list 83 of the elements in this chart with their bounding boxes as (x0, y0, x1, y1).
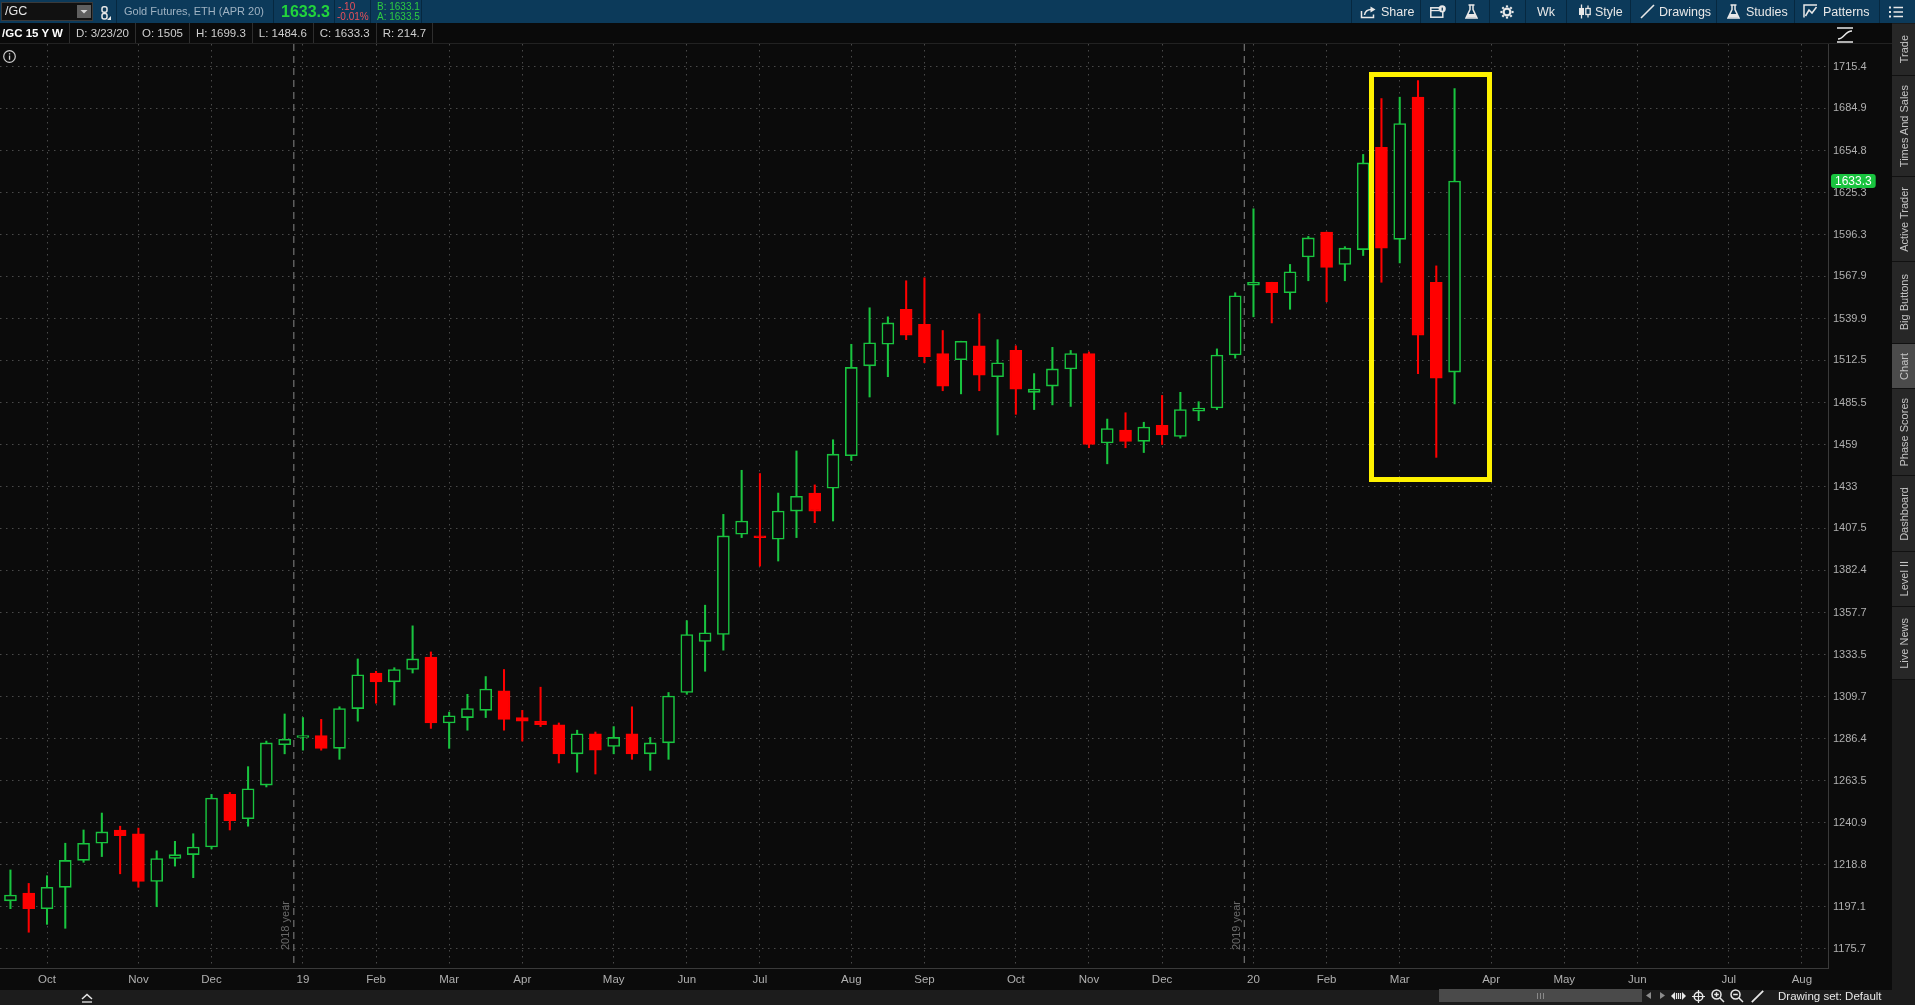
y-tick-label: 1286.4 (1833, 731, 1867, 744)
y-tick-label: 1197.1 (1833, 899, 1866, 912)
candlestick (1247, 208, 1260, 318)
candlestick (753, 473, 767, 567)
y-tick-label: 1654.8 (1833, 143, 1867, 156)
text: Phase Scores (1897, 397, 1910, 467)
x-tick-label: Feb (366, 973, 386, 986)
text: Chart (1897, 352, 1910, 380)
candlestick (790, 450, 803, 538)
x-tick-label: Nov (128, 973, 149, 986)
text: Patterns (1823, 5, 1870, 20)
x-tick-label: Apr (1482, 973, 1501, 986)
y-tick-label: 1539.9 (1833, 311, 1867, 324)
x-tick-label: 20 (1247, 973, 1260, 986)
y-tick-label: 1684.9 (1833, 101, 1867, 114)
y-tick-label: 1263.5 (1833, 773, 1867, 786)
text: Studies (1746, 5, 1788, 20)
text: Style (1595, 5, 1623, 20)
y-tick-label: 1357.7 (1833, 605, 1867, 618)
x-tick-label: Oct (1006, 973, 1026, 986)
text: Drawing set: Default (1778, 990, 1882, 1004)
text: O: 1505 (135, 23, 189, 43)
text: R: 214.7 (375, 23, 433, 43)
x-tick-label: Jun (1628, 973, 1647, 986)
x-tick-label: Apr (513, 973, 532, 986)
text: 1633.3 (1835, 173, 1873, 188)
y-tick-label: 1240.9 (1833, 815, 1867, 828)
text: H: 1699.3 (188, 23, 252, 43)
y-tick-label: 1309.7 (1833, 689, 1867, 702)
x-tick-label: Aug (841, 973, 862, 986)
text: -0.01% (337, 11, 369, 23)
y-tick-label: 1459 (1833, 437, 1858, 450)
y-tick-label: 1625.3 (1833, 185, 1867, 198)
text: Drawings (1659, 5, 1712, 20)
text: 1633.3 (281, 3, 330, 21)
y-tick-label: 1175.7 (1833, 941, 1866, 954)
y-tick-label: 1218.8 (1833, 857, 1867, 870)
y-tick-label: 1596.3 (1833, 227, 1867, 240)
y-tick-label: 1382.4 (1833, 563, 1867, 576)
x-tick-label: Oct (38, 973, 57, 986)
text: /GC (5, 4, 28, 19)
text: A: 1633.5 (377, 11, 420, 23)
y-tick-label: 1407.5 (1833, 521, 1867, 534)
x-tick-label: Sep (914, 973, 935, 986)
x-tick-label: 19 (296, 973, 310, 986)
text: Times And Sales (1897, 84, 1910, 168)
y-tick-label: 1715.4 (1833, 59, 1867, 72)
y-tick-label: 1512.5 (1833, 353, 1867, 366)
text: Dashboard (1897, 486, 1910, 541)
x-tick-label: Mar (1389, 973, 1410, 986)
text: Level II (1897, 561, 1910, 597)
text: C: 1633.3 (312, 23, 376, 43)
x-tick-label: Nov (1078, 973, 1100, 986)
y-tick-label: 1333.5 (1833, 647, 1867, 660)
x-tick-label: Aug (1791, 973, 1813, 986)
x-tick-label: May (602, 973, 625, 986)
y-tick-label: 1485.5 (1833, 395, 1867, 408)
x-tick-label: Feb (1316, 973, 1337, 986)
text: L: 1484.6 (251, 23, 313, 43)
x-tick-label: Jul (752, 973, 768, 986)
text: -.10 (338, 1, 356, 12)
chart-title: Gold Futures, ETH (APR 20) (124, 5, 264, 18)
text: Wk (1537, 5, 1556, 20)
text: Live News (1897, 617, 1910, 669)
text: Active Trader (1897, 186, 1910, 252)
ref-line-label: 2019 year (1229, 900, 1242, 950)
x-tick-label: Jun (677, 973, 697, 986)
text: B: 1633.1 (377, 1, 420, 12)
x-tick-label: Jul (1721, 973, 1737, 986)
x-tick-label: May (1553, 973, 1576, 986)
text: Big Buttons (1897, 274, 1910, 331)
y-tick-label: 1567.9 (1833, 269, 1867, 282)
text: Trade (1897, 35, 1910, 64)
ref-line-label: 2018 year (279, 900, 292, 950)
x-tick-label: Dec (1151, 973, 1173, 986)
candlestick (296, 717, 310, 751)
x-tick-label: Dec (201, 973, 222, 986)
text: D: 3/23/20 (68, 23, 136, 43)
x-tick-label: Mar (439, 973, 460, 986)
y-tick-label: 1433 (1833, 479, 1858, 492)
text: Share (1381, 5, 1415, 20)
candlestick (1119, 412, 1132, 449)
chart-subtitle: /GC 15 Y W (1, 26, 64, 41)
